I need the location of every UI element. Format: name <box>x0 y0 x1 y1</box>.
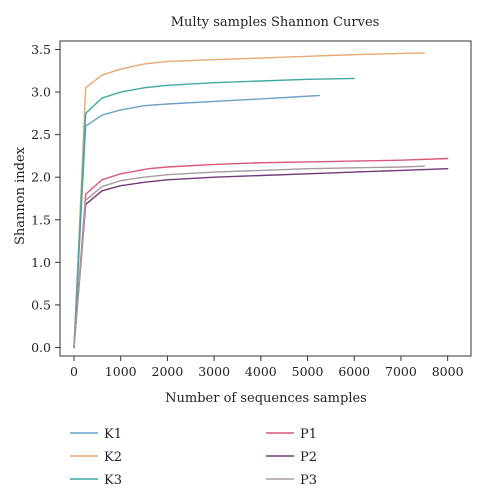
y-tick-label: 2.0 <box>31 170 51 185</box>
legend-item-k2: K2 <box>70 450 122 465</box>
legend-item-k1: K1 <box>70 427 122 442</box>
series-line-p1 <box>73 157 449 349</box>
legend-label: K1 <box>104 427 122 442</box>
y-tick-label: 3.0 <box>31 85 51 100</box>
legend-item-p1: P1 <box>266 427 317 442</box>
y-axis-ticks: 0.0 0.5 1.0 1.5 2.0 2.5 3.0 3.5 <box>31 42 60 355</box>
y-tick-label: 0.5 <box>31 297 51 312</box>
y-tick-label: 1.5 <box>31 212 51 227</box>
chart-title: Multy samples Shannon Curves <box>171 15 380 30</box>
y-tick-label: 2.5 <box>31 127 51 142</box>
x-tick-label: 0 <box>70 364 78 379</box>
x-tick-label: 7000 <box>385 364 417 379</box>
y-tick-label: 1.0 <box>31 255 51 270</box>
x-tick-label: 5000 <box>292 364 324 379</box>
legend-label: P1 <box>300 427 317 442</box>
legend-label: P2 <box>300 450 317 465</box>
series-line-p2 <box>73 167 449 349</box>
series-lines <box>73 52 449 349</box>
plot-frame <box>59 40 472 357</box>
series-line-k3 <box>73 77 355 349</box>
x-tick-label: 3000 <box>198 364 230 379</box>
legend: K1 K2 K3 P1 P2 P3 <box>70 427 317 488</box>
x-tick-label: 2000 <box>152 364 184 379</box>
legend-item-k3: K3 <box>70 473 122 488</box>
y-tick-label: 0.0 <box>31 340 51 355</box>
legend-item-p2: P2 <box>266 450 317 465</box>
legend-label: P3 <box>300 473 317 488</box>
x-tick-label: 6000 <box>338 364 370 379</box>
legend-label: K3 <box>104 473 122 488</box>
y-tick-label: 3.5 <box>31 42 51 57</box>
x-tick-label: 4000 <box>245 364 277 379</box>
x-axis-ticks: 0 1000 2000 3000 4000 5000 6000 7000 8000 <box>70 356 464 379</box>
x-axis-title: Number of sequences samples <box>165 391 367 406</box>
series-line-k1 <box>73 94 320 349</box>
x-tick-label: 1000 <box>105 364 137 379</box>
series-line-k2 <box>73 52 425 349</box>
series-line-p3 <box>73 165 425 349</box>
legend-label: K2 <box>104 450 122 465</box>
plot-border <box>59 40 472 357</box>
legend-item-p3: P3 <box>266 473 317 488</box>
x-tick-label: 8000 <box>432 364 464 379</box>
y-axis-title: Shannon index <box>13 146 28 245</box>
